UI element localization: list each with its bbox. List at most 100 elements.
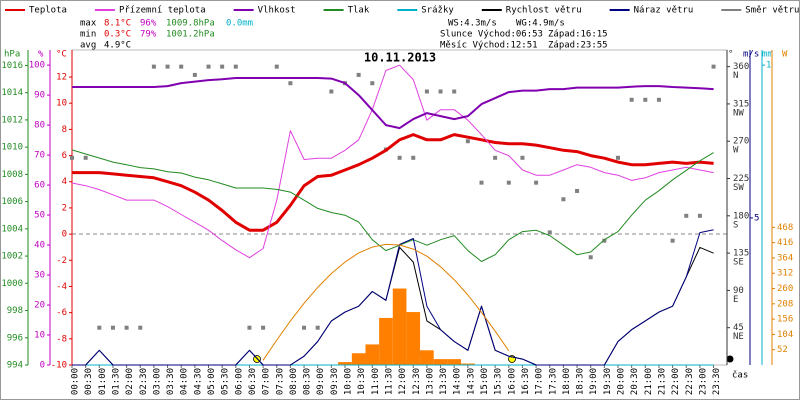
y-tick-compass: S bbox=[733, 220, 738, 230]
stat: Měsíc Východ:12:51 bbox=[440, 41, 538, 51]
direction-dot bbox=[247, 325, 252, 330]
y-tick-label: 1012 bbox=[1, 115, 23, 125]
x-tick-label: 13:00 bbox=[425, 368, 435, 395]
direction-dot bbox=[424, 89, 429, 94]
y-tick-label: 10 bbox=[34, 331, 45, 341]
legend-label: Směr větru bbox=[745, 6, 799, 16]
x-tick-label: 06:30 bbox=[248, 368, 258, 395]
x-tick-label: 00:00 bbox=[71, 368, 81, 395]
stat: 8.1°C bbox=[104, 19, 131, 29]
y-tick-compass: N bbox=[733, 71, 738, 81]
direction-dot bbox=[411, 155, 416, 160]
x-tick-label: 22:00 bbox=[671, 368, 681, 395]
x-tick-label: 06:00 bbox=[234, 368, 244, 395]
y-tick-label: 50 bbox=[34, 211, 45, 221]
direction-dot bbox=[192, 72, 197, 77]
direction-dot bbox=[151, 64, 156, 69]
direction-dot bbox=[616, 155, 620, 160]
stat: Západ:23:55 bbox=[548, 41, 608, 51]
radiation-bar bbox=[447, 359, 462, 365]
y-tick-label: 208 bbox=[777, 299, 793, 309]
x-tick-label: 16:00 bbox=[507, 368, 517, 395]
axis-unit: °C bbox=[56, 50, 67, 60]
y-tick-label: 1004 bbox=[1, 224, 23, 234]
direction-dot bbox=[83, 155, 88, 160]
legend-label: Vlhkost bbox=[258, 6, 296, 16]
stat: 1009.8hPa bbox=[166, 19, 215, 29]
x-tick-label: 16:30 bbox=[521, 368, 531, 395]
stat: 0.0mm bbox=[226, 19, 253, 29]
y-tick-compass: SW bbox=[733, 183, 744, 193]
series-line bbox=[72, 229, 714, 366]
direction-dot bbox=[643, 97, 648, 102]
x-tick-label: 20:00 bbox=[617, 368, 627, 395]
axis-unit: % bbox=[38, 50, 44, 60]
y-tick-label: 30 bbox=[34, 271, 45, 281]
stat: 0.3°C bbox=[104, 30, 131, 40]
radiation-bar bbox=[406, 312, 421, 365]
direction-dot bbox=[70, 155, 74, 160]
x-tick-label: 03:00 bbox=[152, 368, 162, 395]
x-tick-label: 19:00 bbox=[589, 368, 599, 395]
y-tick-label: 260 bbox=[777, 284, 793, 294]
x-tick-label: 18:00 bbox=[562, 368, 572, 395]
y-tick-label: 270 bbox=[733, 137, 749, 147]
x-tick-label: 12:00 bbox=[398, 368, 408, 395]
x-tick-label: 17:30 bbox=[548, 368, 558, 395]
y-tick-label: 1002 bbox=[1, 252, 23, 262]
y-tick-label: 998 bbox=[7, 306, 23, 316]
axis-unit: m/s bbox=[743, 50, 759, 60]
y-tick-label: 156 bbox=[777, 315, 793, 325]
direction-dot bbox=[288, 81, 293, 86]
y-tick-label: 80 bbox=[34, 121, 45, 131]
x-tick-label: 09:00 bbox=[316, 368, 326, 395]
x-tick-label: 15:30 bbox=[494, 368, 504, 395]
y-tick-label: 180 bbox=[733, 211, 749, 221]
y-tick-label: 312 bbox=[777, 269, 793, 279]
direction-dot bbox=[602, 238, 607, 243]
y-tick-label: 0 bbox=[40, 361, 45, 371]
axis-unit: ° bbox=[728, 50, 733, 60]
y-tick-compass: NE bbox=[733, 332, 744, 342]
y-tick-label: -4 bbox=[56, 282, 67, 292]
direction-dot bbox=[465, 139, 470, 144]
y-tick-label: 1016 bbox=[1, 61, 23, 71]
stat: 4.9°C bbox=[104, 41, 131, 51]
y-tick-label: 5 bbox=[754, 213, 759, 223]
y-tick-label: 52 bbox=[777, 345, 788, 355]
radiation-bar bbox=[392, 288, 407, 365]
direction-dot bbox=[629, 97, 634, 102]
x-tick-label: 11:00 bbox=[371, 368, 381, 395]
x-tick-label: 18:30 bbox=[576, 368, 586, 395]
x-tick-label: 20:30 bbox=[630, 368, 640, 395]
radiation-bar bbox=[433, 359, 448, 365]
x-tick-label: 09:30 bbox=[330, 368, 340, 395]
direction-dot bbox=[138, 325, 143, 330]
x-tick-label: 08:00 bbox=[289, 368, 299, 395]
legend-label: Teplota bbox=[29, 6, 67, 16]
x-tick-label: 11:30 bbox=[384, 368, 394, 395]
radiation-bar bbox=[461, 363, 475, 365]
legend-label: Srážky bbox=[421, 6, 454, 16]
y-tick-label: -10 bbox=[51, 361, 67, 371]
stat: 1001.2hPa bbox=[166, 30, 215, 40]
direction-dot bbox=[110, 325, 115, 330]
stat: WS:4.3m/s bbox=[448, 19, 497, 29]
chart-title: 10.11.2013 bbox=[364, 51, 436, 65]
y-tick-label: 6 bbox=[62, 151, 67, 161]
y-tick-label: 416 bbox=[777, 238, 793, 248]
y-tick-compass: E bbox=[733, 295, 738, 305]
y-tick-label: -8 bbox=[56, 334, 67, 344]
direction-dot bbox=[697, 213, 702, 218]
y-tick-compass: SE bbox=[733, 258, 744, 268]
direction-dot bbox=[206, 64, 211, 69]
legend-label: Tlak bbox=[348, 6, 370, 16]
x-tick-label: 12:30 bbox=[412, 368, 422, 395]
y-tick-label: 10 bbox=[56, 99, 67, 109]
legend-label: Přízemní teplota bbox=[119, 6, 206, 16]
axis-unit: hPa bbox=[4, 50, 20, 60]
stat-label: avg bbox=[80, 41, 96, 51]
direction-dot bbox=[684, 213, 689, 218]
y-tick-label: 315 bbox=[733, 99, 749, 109]
x-tick-label: 13:30 bbox=[439, 368, 449, 395]
